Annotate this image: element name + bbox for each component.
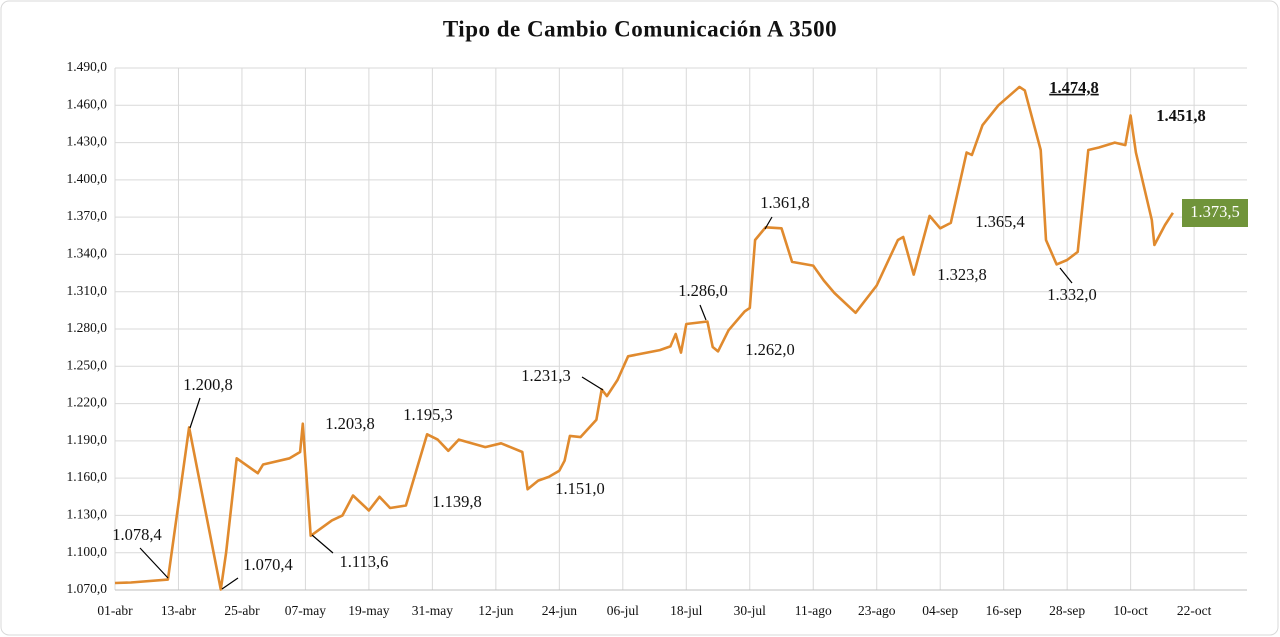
annotation-box (1182, 199, 1248, 227)
annotation: 1.195,3 (403, 405, 453, 424)
leader-line (699, 304, 707, 321)
y-tick-label: 1.400,0 (67, 171, 108, 186)
x-tick-label: 11-ago (795, 603, 832, 618)
annotation: 1.373,5 (1190, 202, 1240, 221)
x-tick-label: 19-may (348, 603, 389, 618)
x-tick-label: 23-ago (858, 603, 896, 618)
x-tick-label: 01-abr (97, 603, 133, 618)
y-tick-label: 1.460,0 (67, 96, 108, 111)
annotation: 1.365,4 (975, 212, 1025, 231)
y-tick-label: 1.250,0 (67, 357, 108, 372)
x-tick-label: 30-jul (734, 603, 766, 618)
annotation: 1.474,8 (1049, 78, 1099, 97)
chart-title: Tipo de Cambio Comunicación A 3500 (443, 16, 837, 41)
x-tick-label: 24-jun (542, 603, 577, 618)
x-tick-label: 22-oct (1177, 603, 1212, 618)
y-tick-label: 1.220,0 (67, 395, 108, 410)
x-tick-label: 28-sep (1049, 603, 1085, 618)
leader-line (139, 547, 169, 579)
line-series (114, 85, 1174, 591)
y-tick-label: 1.160,0 (67, 469, 108, 484)
leader-line (189, 397, 201, 429)
annotation: 1.231,3 (521, 366, 571, 385)
x-tick-label: 06-jul (607, 603, 639, 618)
annotation: 1.323,8 (937, 265, 987, 284)
leader-line (764, 216, 773, 230)
annotation: 1.078,4 (112, 525, 162, 544)
y-tick-label: 1.070,0 (67, 581, 108, 596)
annotation: 1.151,0 (555, 479, 605, 498)
x-tick-label: 25-abr (224, 603, 260, 618)
x-tick-label: 13-abr (161, 603, 197, 618)
leader-line (1059, 267, 1073, 284)
annotation: 1.070,4 (243, 555, 293, 574)
annotation: 1.203,8 (325, 414, 375, 433)
y-tick-label: 1.310,0 (67, 283, 108, 298)
x-tick-label: 16-sep (986, 603, 1022, 618)
annotation: 1.361,8 (760, 193, 810, 212)
x-tick-label: 12-jun (478, 603, 513, 618)
y-tick-label: 1.340,0 (67, 246, 108, 261)
x-tick-label: 07-may (285, 603, 326, 618)
y-tick-label: 1.430,0 (67, 134, 108, 149)
annotation: 1.113,6 (340, 552, 389, 571)
x-tick-label: 04-sep (922, 603, 958, 618)
x-tick-label: 10-oct (1113, 603, 1148, 618)
x-tick-label: 31-may (412, 603, 453, 618)
annotation: 1.200,8 (183, 375, 233, 394)
y-tick-label: 1.100,0 (67, 544, 108, 559)
y-tick-label: 1.190,0 (67, 432, 108, 447)
annotation: 1.286,0 (678, 281, 728, 300)
y-tick-label: 1.370,0 (67, 208, 108, 223)
annotation: 1.262,0 (745, 340, 795, 359)
x-tick-label: 18-jul (670, 603, 702, 618)
y-tick-label: 1.130,0 (67, 507, 108, 522)
y-tick-label: 1.490,0 (67, 59, 108, 74)
leader-line (221, 577, 239, 590)
leader-line (311, 534, 334, 554)
annotation: 1.139,8 (432, 492, 482, 511)
y-tick-label: 1.280,0 (67, 320, 108, 335)
annotation: 1.332,0 (1047, 285, 1097, 304)
leader-line (581, 376, 604, 391)
annotation: 1.451,8 (1156, 106, 1206, 125)
